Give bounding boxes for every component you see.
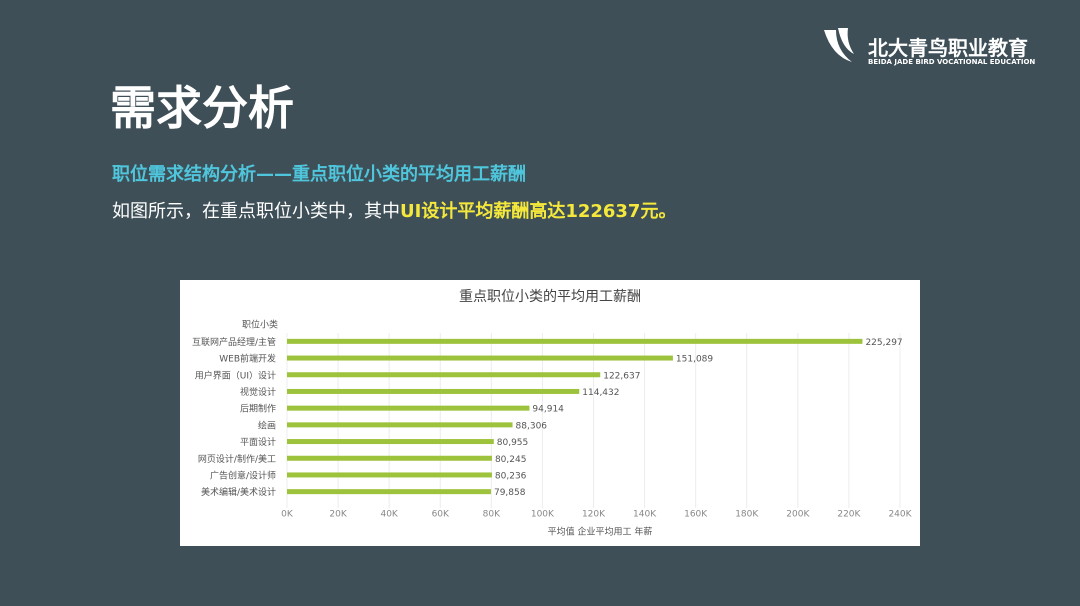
bar: [287, 472, 492, 478]
subtitle: 职位需求结构分析——重点职位小类的平均用工薪酬: [112, 164, 526, 185]
bar: [287, 455, 492, 461]
bar: [287, 372, 601, 378]
bar: [287, 338, 863, 344]
value-label: 88,306: [516, 421, 548, 431]
x-tick-label: 40K: [380, 510, 398, 520]
logo-tagline: BEIDA JADE BIRD VOCATIONAL EDUCATION: [868, 58, 1036, 66]
y-tick-label: 互联网产品经理/主管: [192, 336, 276, 348]
x-tick-label: 240K: [888, 510, 912, 520]
x-axis-title: 平均值 企业平均用工 年薪: [548, 526, 653, 538]
body-text: 如图所示，在重点职位小类中，其中UI设计平均薪酬高达122637元。: [112, 197, 676, 223]
x-tick-label: 80K: [483, 510, 501, 520]
y-tick-label: WEB前端开发: [219, 353, 276, 365]
value-label: 80,955: [497, 438, 529, 448]
x-tick-label: 140K: [633, 510, 657, 520]
value-label: 122,637: [603, 371, 640, 381]
x-tick-label: 0K: [281, 510, 294, 520]
value-label: 79,858: [494, 488, 526, 498]
bar: [287, 405, 530, 411]
body: 如图所示，在重点职位小类中，其中: [112, 201, 400, 222]
x-tick-label: 20K: [329, 510, 347, 520]
chart-title: 重点职位小类的平均用工薪酬: [459, 289, 641, 305]
x-tick-label: 220K: [837, 510, 861, 520]
y-tick-label: 网页设计/制作/美工: [198, 453, 276, 465]
value-label: 94,914: [532, 405, 564, 415]
value-label: 151,089: [676, 355, 713, 365]
x-tick-label: 60K: [432, 510, 450, 520]
logo-name: 北大青鸟职业教育: [868, 36, 1028, 60]
y-tick-label: 后期制作: [240, 403, 276, 415]
value-label: 80,245: [495, 455, 527, 465]
chart: 重点职位小类的平均用工薪酬 职位小类 平均值 企业平均用工 年薪 0K 20K 40…: [180, 280, 920, 546]
x-tick-label: 160K: [684, 510, 708, 520]
bar: [287, 439, 494, 445]
value-label: 225,297: [865, 338, 902, 348]
x-tick-label: 120K: [582, 510, 606, 520]
bar: [287, 489, 491, 495]
y-tick-label: 视觉设计: [240, 386, 276, 398]
bar: [287, 388, 580, 394]
y-tick-label: 美术编辑/美术设计: [201, 486, 276, 498]
slide-title: 需求分析: [110, 81, 294, 135]
x-tick-label: 180K: [735, 510, 759, 520]
bar: [287, 422, 513, 428]
x-tick-label: 200K: [786, 510, 810, 520]
logo-icon: [824, 28, 854, 62]
highlight: UI设计平均薪酬高达122637元。: [400, 201, 677, 222]
y-axis-title: 职位小类: [242, 319, 278, 331]
y-tick-label: 广告创意/设计师: [210, 469, 276, 481]
y-tick-label: 绘画: [258, 419, 276, 431]
bar: [287, 355, 673, 361]
x-tick-label: 100K: [531, 510, 555, 520]
y-tick-label: 平面设计: [240, 436, 276, 448]
value-label: 114,432: [582, 388, 619, 398]
value-label: 80,236: [495, 471, 527, 481]
y-tick-label: 用户界面（UI）设计: [195, 369, 276, 381]
